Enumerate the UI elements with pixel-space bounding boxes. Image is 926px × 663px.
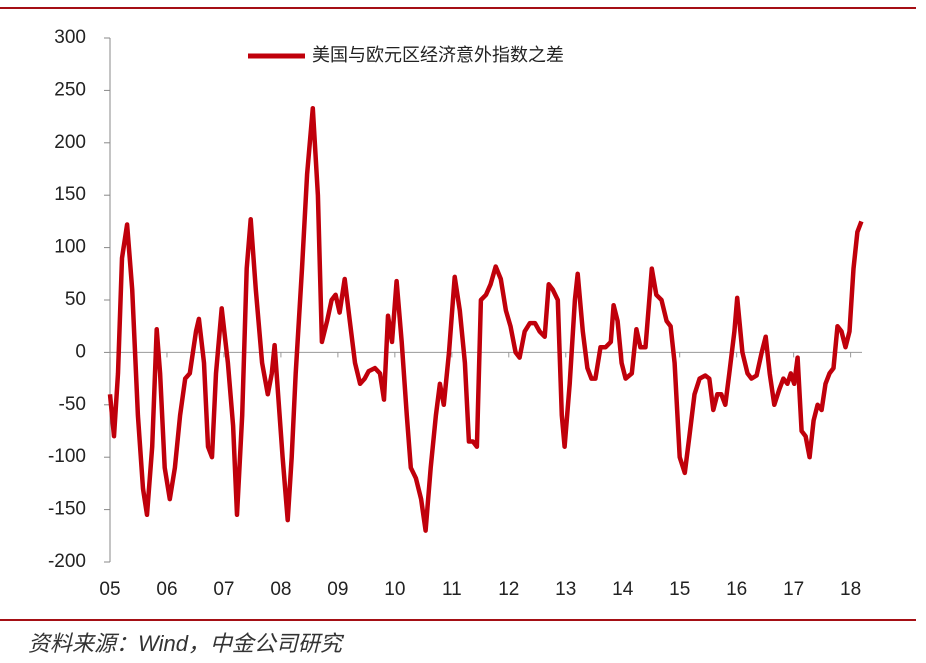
legend-label: 美国与欧元区经济意外指数之差 [312,45,564,66]
y-tick-label: 50 [65,289,86,310]
x-tick-label: 15 [669,579,690,600]
y-tick-label: 100 [54,237,86,258]
x-tick-label: 14 [612,579,634,600]
x-tick-label: 13 [555,579,576,600]
source-note: 资料来源：Wind，中金公司研究 [28,631,345,656]
x-tick-label: 09 [327,579,348,600]
y-tick-label: -200 [48,551,86,572]
x-tick-label: 06 [156,579,177,600]
y-tick-label: 0 [75,341,86,362]
y-tick-label: -150 [48,499,86,520]
x-tick-label: 08 [270,579,291,600]
y-tick-label: 200 [54,132,86,153]
x-tick-label: 05 [99,579,120,600]
y-tick-label: -50 [59,394,86,415]
y-tick-label: 150 [54,184,86,205]
x-tick-label: 11 [442,579,462,600]
x-tick-label: 18 [840,579,861,600]
y-tick-label: -100 [48,446,86,467]
y-tick-label: 300 [54,27,86,48]
x-tick-label: 10 [384,579,405,600]
data-line [107,105,864,533]
y-tick-label: 250 [54,79,86,100]
x-tick-label: 07 [213,579,234,600]
x-tick-label: 12 [498,579,519,600]
x-tick-label: 17 [783,579,804,600]
x-tick-label: 16 [726,579,747,600]
